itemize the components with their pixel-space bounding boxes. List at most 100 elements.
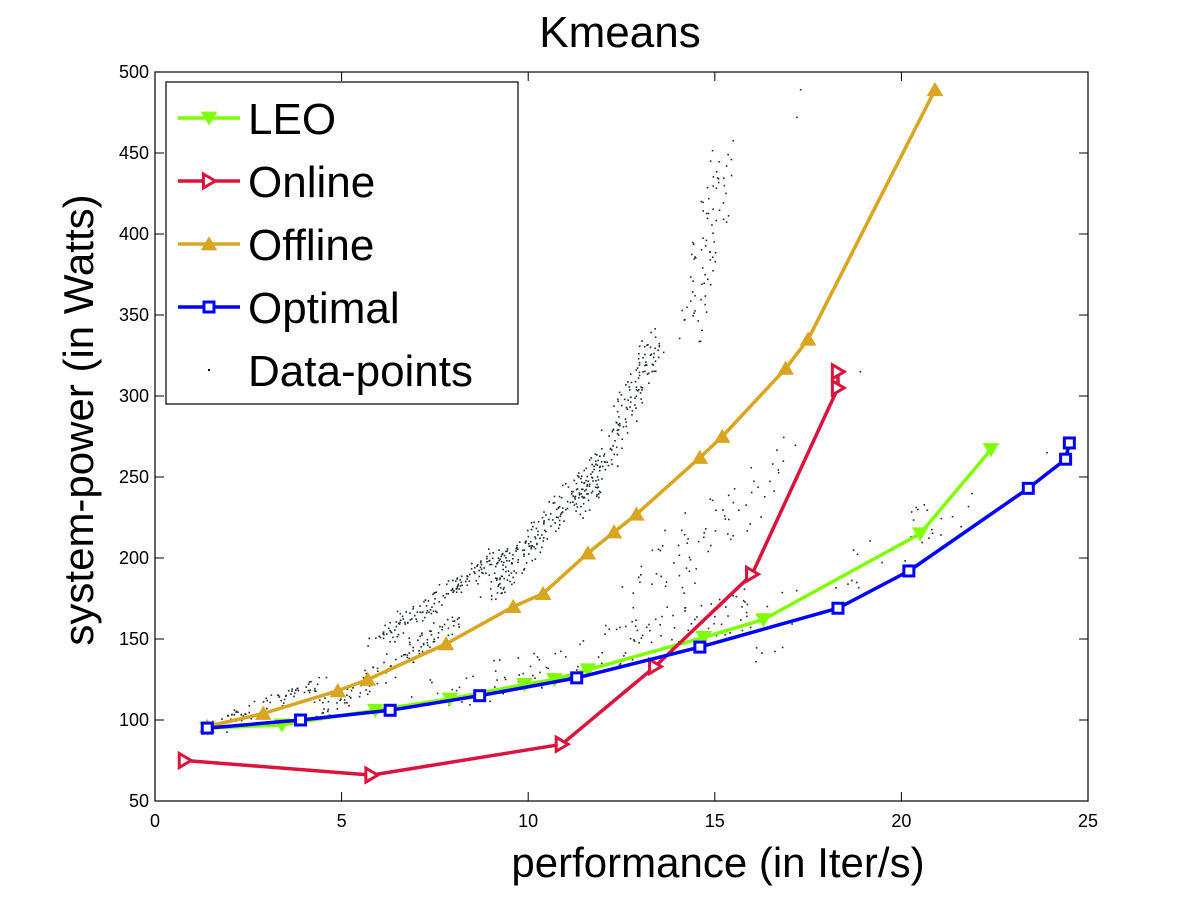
scatter-point bbox=[474, 572, 476, 575]
scatter-point bbox=[595, 495, 598, 498]
scatter-point bbox=[753, 480, 755, 483]
scatter-point bbox=[578, 476, 580, 478]
scatter-point bbox=[671, 638, 673, 641]
scatter-point bbox=[645, 626, 648, 629]
scatter-point bbox=[522, 672, 525, 675]
scatter-point bbox=[488, 574, 491, 576]
plot-area-frame bbox=[154, 71, 1089, 802]
scatter-point bbox=[237, 711, 239, 714]
scatter-point bbox=[634, 380, 637, 383]
scatter-point bbox=[444, 596, 446, 599]
scatter-point bbox=[346, 688, 349, 691]
scatter-point bbox=[534, 558, 537, 560]
scatter-point bbox=[530, 528, 533, 531]
scatter-point bbox=[940, 517, 943, 520]
scatter-point bbox=[772, 463, 774, 465]
scatter-point bbox=[714, 615, 716, 618]
scatter-point bbox=[601, 447, 603, 450]
scatter-point bbox=[629, 637, 632, 640]
scatter-point bbox=[560, 511, 563, 514]
scatter-point bbox=[712, 208, 714, 211]
point-offline bbox=[504, 598, 522, 613]
scatter-point bbox=[717, 177, 720, 180]
scatter-point bbox=[632, 592, 635, 594]
scatter-point bbox=[323, 708, 325, 710]
scatter-point bbox=[698, 340, 701, 343]
scatter-point bbox=[709, 160, 712, 162]
scatter-point bbox=[487, 548, 490, 550]
scatter-point bbox=[451, 587, 454, 590]
scatter-point bbox=[376, 682, 379, 685]
scatter-point bbox=[609, 447, 612, 450]
scatter-point bbox=[563, 520, 565, 522]
scatter-point bbox=[513, 570, 515, 572]
scatter-point bbox=[489, 588, 492, 590]
x-tick-label: 25 bbox=[1078, 811, 1098, 831]
scatter-point bbox=[339, 699, 342, 702]
scatter-point bbox=[480, 563, 483, 566]
scatter-point bbox=[740, 619, 742, 621]
scatter-point bbox=[486, 560, 488, 563]
scatter-point bbox=[560, 650, 562, 653]
y-axis-label: system-power (in Watts) bbox=[55, 194, 102, 645]
scatter-point bbox=[545, 666, 548, 669]
scatter-point bbox=[611, 463, 613, 465]
scatter-point bbox=[616, 410, 619, 413]
scatter-point bbox=[635, 407, 637, 409]
scatter-point bbox=[692, 315, 694, 317]
scatter-point bbox=[587, 480, 590, 482]
scatter-point bbox=[590, 492, 593, 494]
scatter-point bbox=[555, 530, 557, 532]
scatter-point bbox=[507, 570, 510, 572]
x-tick-label: 20 bbox=[891, 811, 911, 831]
scatter-point bbox=[399, 612, 402, 615]
scatter-point bbox=[383, 661, 385, 664]
scatter-point bbox=[647, 372, 650, 375]
scatter-point bbox=[638, 371, 641, 374]
scatter-point bbox=[510, 572, 513, 574]
scatter-point bbox=[546, 538, 549, 540]
scatter-point bbox=[416, 611, 419, 614]
scatter-point bbox=[583, 490, 586, 492]
scatter-point bbox=[457, 623, 460, 626]
scatter-point bbox=[409, 612, 411, 615]
scatter-point bbox=[543, 520, 545, 522]
scatter-point bbox=[694, 256, 696, 258]
scatter-point bbox=[646, 344, 648, 347]
scatter-point bbox=[685, 567, 688, 569]
scatter-point bbox=[641, 389, 643, 391]
scatter-point bbox=[602, 455, 605, 457]
scatter-point bbox=[548, 501, 551, 503]
scatter-point bbox=[718, 161, 720, 163]
scatter-point bbox=[450, 589, 453, 592]
scatter-point bbox=[490, 598, 493, 601]
scatter-point bbox=[362, 677, 365, 679]
scatter-point bbox=[436, 611, 438, 614]
scatter-point bbox=[559, 515, 562, 518]
scatter-point bbox=[523, 567, 526, 570]
scatter-point bbox=[250, 717, 252, 720]
scatter-point bbox=[600, 429, 603, 432]
scatter-point bbox=[710, 603, 712, 605]
scatter-point bbox=[480, 560, 482, 562]
scatter-point bbox=[654, 618, 657, 621]
scatter-point bbox=[635, 386, 638, 389]
scatter-point bbox=[408, 637, 411, 639]
scatter-point bbox=[777, 469, 780, 471]
scatter-point bbox=[659, 624, 661, 626]
scatter-point bbox=[650, 331, 652, 334]
scatter-point bbox=[633, 639, 635, 641]
scatter-point bbox=[233, 709, 236, 711]
scatter-point bbox=[691, 253, 693, 256]
scatter-point bbox=[692, 241, 694, 244]
scatter-point bbox=[385, 682, 387, 684]
scatter-point bbox=[560, 513, 562, 516]
scatter-point bbox=[517, 657, 520, 659]
scatter-point bbox=[278, 696, 281, 698]
scatter-point bbox=[537, 534, 539, 536]
scatter-point bbox=[435, 591, 438, 594]
scatter-point bbox=[322, 711, 324, 714]
scatter-point bbox=[678, 574, 681, 577]
scatter-point bbox=[635, 619, 637, 622]
